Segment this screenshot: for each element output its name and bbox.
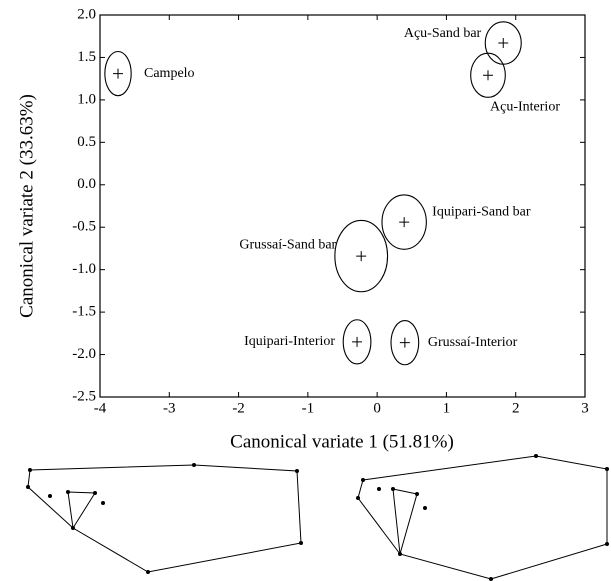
triangle-left <box>68 492 95 528</box>
point-label: Campelo <box>144 66 195 81</box>
centroid-marker <box>498 38 508 48</box>
centroid-marker <box>399 217 409 227</box>
x-tick-label: 0 <box>373 400 381 416</box>
y-tick-label: 1.5 <box>77 49 96 65</box>
point-label: Açu-Interior <box>490 99 560 114</box>
y-axis-title: Canonical variate 2 (33.63%) <box>16 94 37 318</box>
y-tick-label: -2.5 <box>72 388 96 404</box>
x-tick-label: -3 <box>163 400 176 416</box>
centroid-marker <box>113 69 123 79</box>
x-tick-label: -2 <box>232 400 245 416</box>
x-tick-label: 1 <box>443 400 451 416</box>
outline-left <box>28 465 301 572</box>
centroid-marker <box>356 251 366 261</box>
centroid-marker <box>352 337 362 347</box>
point-label: Grussaí-Interior <box>428 335 518 350</box>
y-tick-label: 2.0 <box>77 6 96 22</box>
point-label: Iquipari-Interior <box>244 334 335 349</box>
y-tick-label: -1.5 <box>72 304 96 320</box>
figure: Canonical variate 1 (51.81%) Canonical v… <box>0 0 611 581</box>
outline-right <box>358 456 607 579</box>
point-label: Açu-Sand bar <box>404 26 482 41</box>
y-tick-label: 0.0 <box>77 176 96 192</box>
y-tick-label: 1.0 <box>77 91 96 107</box>
centroid-marker <box>400 338 410 348</box>
y-tick-label: -2.0 <box>72 346 96 362</box>
point-label: Grussaí-Sand bar <box>239 237 336 252</box>
y-tick-label: -1.0 <box>72 261 96 277</box>
shape-diagrams <box>28 456 607 579</box>
centroid-marker <box>483 70 493 80</box>
landmarks <box>26 454 609 581</box>
point-label: Iquipari-Sand bar <box>432 204 531 219</box>
x-tick-label: 2 <box>512 400 520 416</box>
page: Canonical variate 1 (51.81%) Canonical v… <box>0 0 611 581</box>
y-tick-label: 0.5 <box>77 134 96 150</box>
y-tick-label: -0.5 <box>72 219 96 235</box>
x-tick-label: -1 <box>302 400 315 416</box>
triangle-right <box>393 489 417 554</box>
x-axis-title: Canonical variate 1 (51.81%) <box>230 431 454 452</box>
x-tick-label: 3 <box>581 400 589 416</box>
